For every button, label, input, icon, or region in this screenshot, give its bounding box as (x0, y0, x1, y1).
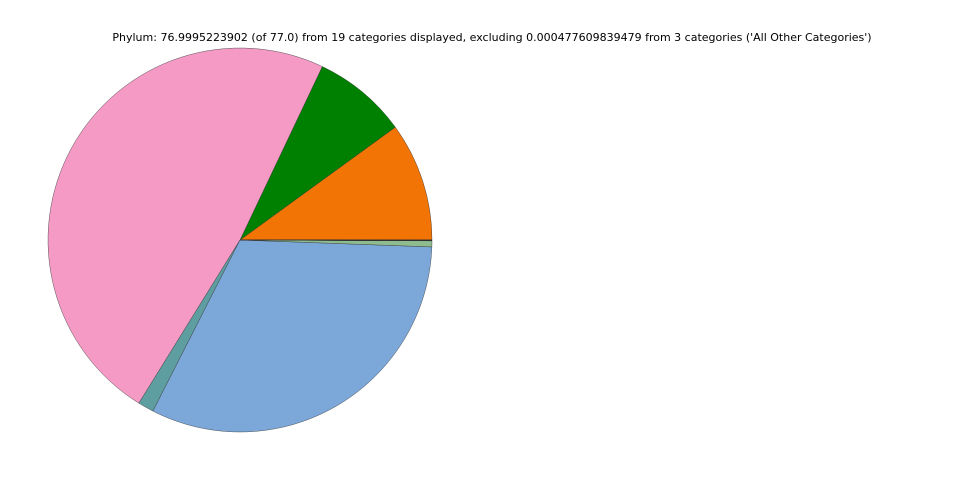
pie-slice (239, 66, 396, 241)
pie-slice (239, 126, 433, 241)
chart-title: Phylum: 76.9995223902 (of 77.0) from 19 … (112, 31, 871, 44)
pie (47, 47, 433, 433)
pie-slice (152, 239, 433, 433)
pie-slice (47, 47, 323, 404)
